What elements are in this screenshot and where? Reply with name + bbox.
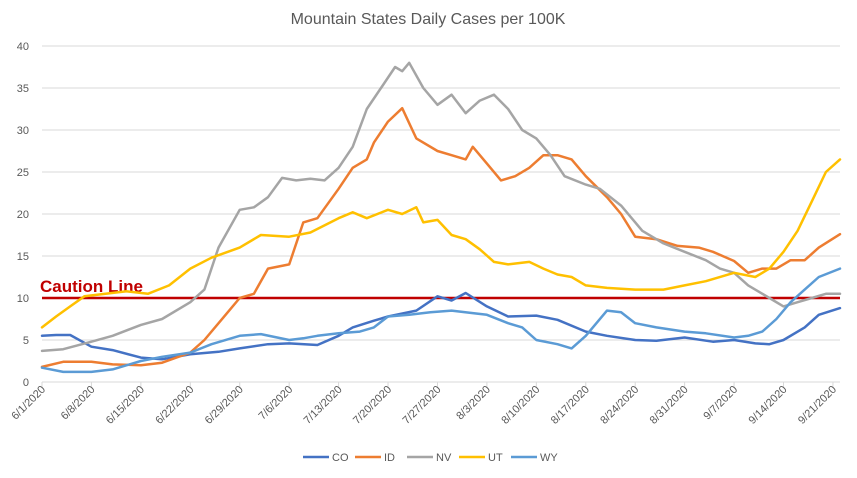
x-tick-label: 6/8/2020 (59, 384, 98, 423)
legend-label-nv: NV (436, 452, 452, 464)
x-tick-label: 8/31/2020 (648, 384, 691, 427)
series-lines (40, 61, 842, 374)
caution-line-label: Caution Line (40, 277, 143, 296)
x-axis: 6/1/2020 6/8/2020 6/15/2020 6/22/2020 6/29/2… (9, 382, 839, 427)
series-line-ut (40, 158, 842, 329)
gridlines (42, 45, 840, 383)
y-tick-label: 40 (17, 41, 29, 53)
y-tick-label: 20 (17, 209, 29, 221)
x-tick-label: 7/20/2020 (351, 384, 394, 427)
y-tick-label: 0 (23, 377, 29, 389)
legend: CO ID NV UT WY (303, 452, 558, 464)
legend-label-id: ID (384, 452, 395, 464)
legend-label-co: CO (332, 452, 349, 464)
x-tick-label: 8/3/2020 (454, 384, 493, 423)
x-tick-label: 8/10/2020 (499, 384, 542, 427)
x-tick-label: 6/15/2020 (104, 384, 147, 427)
series-line-id (40, 106, 842, 369)
y-tick-label: 10 (17, 293, 29, 305)
x-tick-label: 8/24/2020 (598, 384, 641, 427)
caution-reference: Caution Line (40, 277, 840, 300)
y-tick-label: 5 (23, 335, 29, 347)
x-tick-label: 6/1/2020 (9, 384, 48, 423)
series-line-nv (40, 61, 842, 353)
legend-label-wy: WY (540, 452, 558, 464)
chart-title: Mountain States Daily Cases per 100K (291, 11, 566, 28)
x-tick-label: 9/14/2020 (747, 384, 790, 427)
y-tick-label: 25 (17, 167, 29, 179)
y-tick-label: 35 (17, 83, 29, 95)
x-tick-label: 6/22/2020 (153, 384, 196, 427)
series-line-wy (40, 267, 842, 374)
x-tick-label: 6/29/2020 (203, 384, 246, 427)
x-tick-label: 9/21/2020 (796, 384, 839, 427)
x-tick-label: 7/13/2020 (302, 384, 345, 427)
x-tick-label: 9/7/2020 (701, 384, 740, 423)
x-tick-label: 7/27/2020 (401, 384, 444, 427)
series-line-co (40, 291, 842, 361)
x-tick-label: 8/17/2020 (549, 384, 592, 427)
y-tick-label: 15 (17, 251, 29, 263)
legend-label-ut: UT (488, 452, 503, 464)
x-tick-label: 7/6/2020 (257, 384, 296, 423)
y-axis: 0 5 10 15 20 25 30 35 40 (17, 41, 29, 389)
y-tick-label: 30 (17, 125, 29, 137)
